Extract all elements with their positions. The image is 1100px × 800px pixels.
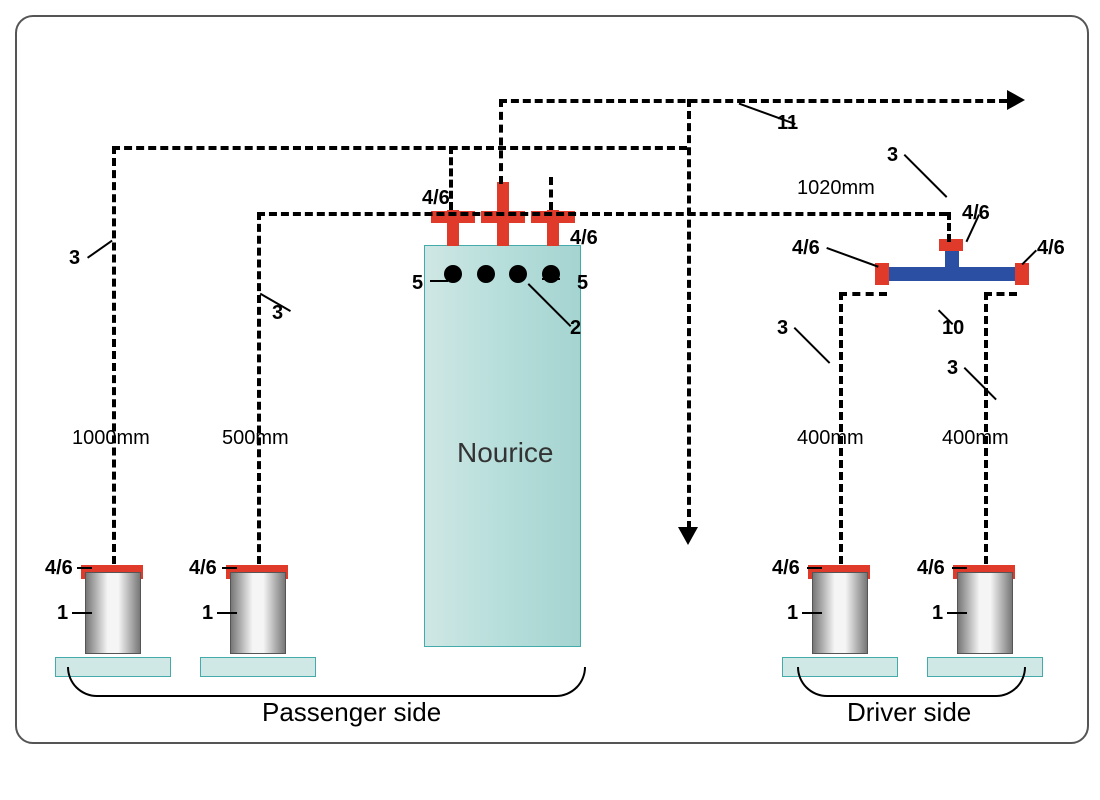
leader-line xyxy=(964,367,997,400)
pipe-inner-top xyxy=(257,212,947,216)
t-down xyxy=(547,220,559,246)
label-1: 1 xyxy=(202,602,213,625)
label-3: 3 xyxy=(272,302,283,325)
arrow xyxy=(678,527,698,545)
arrow xyxy=(1007,90,1025,110)
label-driver-side: Driver side xyxy=(847,697,971,728)
label-4-6: 4/6 xyxy=(917,557,945,580)
leader-line xyxy=(72,612,92,614)
pipe-r-join xyxy=(839,292,887,296)
t-down xyxy=(497,220,509,246)
label-4-6: 4/6 xyxy=(422,187,450,210)
leader-line xyxy=(802,612,822,614)
label-4-6: 4/6 xyxy=(772,557,800,580)
leader-line xyxy=(807,567,822,569)
label-4-6: 4/6 xyxy=(570,227,598,250)
label-4-6: 4/6 xyxy=(792,237,820,260)
leader-line xyxy=(794,327,831,364)
pipe-inner-right xyxy=(947,212,951,242)
leader-line xyxy=(1021,250,1037,266)
label-400mm: 400mm xyxy=(797,427,864,450)
pipe-outer-top xyxy=(112,146,687,150)
label-4-6: 4/6 xyxy=(45,557,73,580)
pipe-down-center xyxy=(687,99,691,529)
label-5: 5 xyxy=(577,272,588,295)
label-4-6: 4/6 xyxy=(189,557,217,580)
t-down xyxy=(447,220,459,246)
label-4-6: 4/6 xyxy=(1037,237,1065,260)
pipe-inner-left xyxy=(257,212,261,564)
label-3: 3 xyxy=(947,357,958,380)
diagram-frame: Nourice 11333331000mm500mm400mm400mm1020… xyxy=(15,15,1089,744)
brace xyxy=(797,667,1026,697)
tank-label: Nourice xyxy=(457,437,553,469)
t-stem xyxy=(497,182,509,223)
leader-line xyxy=(542,278,560,280)
label-1: 1 xyxy=(932,602,943,625)
brace xyxy=(67,667,586,697)
pipe-outer-left xyxy=(112,146,116,564)
port-dot xyxy=(509,265,527,283)
pipe-t3-feed xyxy=(549,177,553,210)
blue-t xyxy=(945,251,959,279)
leader-line xyxy=(222,567,237,569)
port-dot xyxy=(477,265,495,283)
label-5: 5 xyxy=(412,272,423,295)
label-400mm: 400mm xyxy=(942,427,1009,450)
label-500mm: 500mm xyxy=(222,427,289,450)
label-passenger-side: Passenger side xyxy=(262,697,441,728)
red-end xyxy=(939,239,963,251)
leader-line xyxy=(87,240,113,259)
label-1020mm: 1020mm xyxy=(797,177,875,200)
label-1: 1 xyxy=(787,602,798,625)
pipe-r2-join xyxy=(984,292,1017,296)
leader-line xyxy=(77,567,92,569)
leader-line xyxy=(947,612,967,614)
label-4-6: 4/6 xyxy=(962,202,990,225)
label-1: 1 xyxy=(57,602,68,625)
leader-line xyxy=(904,154,948,198)
red-end xyxy=(1015,263,1029,285)
leader-line xyxy=(217,612,237,614)
pipe-upper-v xyxy=(499,99,503,184)
label-1000mm: 1000mm xyxy=(72,427,150,450)
cylinder-body xyxy=(85,572,141,654)
label-3: 3 xyxy=(887,144,898,167)
port-dot xyxy=(542,265,560,283)
label-3: 3 xyxy=(777,317,788,340)
leader-line xyxy=(952,567,967,569)
leader-line xyxy=(826,247,878,268)
label-2: 2 xyxy=(570,317,581,340)
cylinder-body xyxy=(230,572,286,654)
label-3: 3 xyxy=(69,247,80,270)
pipe-upper-horiz xyxy=(499,99,1007,103)
label-10: 10 xyxy=(942,317,964,340)
leader-line xyxy=(430,280,448,282)
label-11: 11 xyxy=(777,112,798,135)
